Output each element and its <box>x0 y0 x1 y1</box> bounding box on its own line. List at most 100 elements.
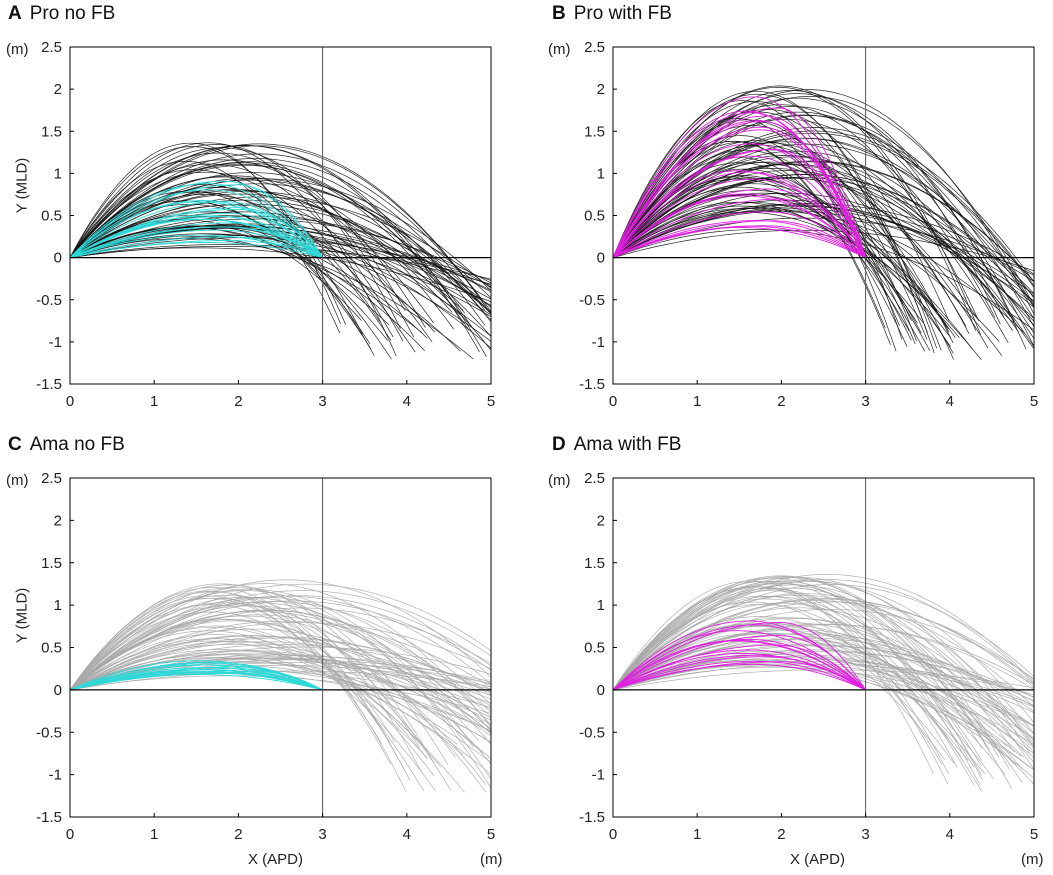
x-unit-label-right: (m) <box>1021 851 1044 868</box>
panel-a-x-tick-label: 3 <box>318 393 326 410</box>
panel-d-successful-trajectory <box>613 639 866 691</box>
panel-a-x-tick-label: 5 <box>487 393 495 410</box>
panel-c-unsuccessful-trajectory <box>70 650 491 737</box>
panel-c-y-tick-label: 1.5 <box>41 555 62 572</box>
panel-d-y-tick-label: 0.5 <box>584 640 605 657</box>
panel-c-label: C Ama no FB <box>8 434 125 456</box>
panel-b-plot: 0 1 2 3 4 5 2.5 2 1.5 1 0.5 0 -0.5 -1 -1.5 <box>579 39 1038 410</box>
panel-d-successful-trajectory <box>613 638 866 691</box>
panel-a-unsuccessful-trajectory <box>70 179 491 315</box>
panel-b-successful-trajectory <box>613 193 866 258</box>
panel-d-unsuccessful-trajectory <box>613 590 982 766</box>
panel-c-unsuccessful-trajectory <box>70 619 487 793</box>
panel-c-y-tick-label: 0.5 <box>41 640 62 657</box>
panel-c-y-tick-label: 2 <box>54 512 62 529</box>
panel-c-unsuccessful-trajectory <box>70 583 491 728</box>
panel-a-successful-trajectory <box>70 184 323 258</box>
panel-b-x-tick-label: 2 <box>777 393 785 410</box>
panel-d-unsuccessful-trajectory <box>613 577 1030 754</box>
panel-c-x-tick-label: 0 <box>66 826 74 843</box>
panel-c-unsuccessful-trajectory <box>70 601 491 705</box>
panel-c-unsuccessful-trajectory <box>70 618 424 747</box>
panel-c-unsuccessful-trajectory <box>70 602 491 746</box>
panel-c-x-tick-label: 2 <box>234 826 242 843</box>
y-unit-label-top-right: (m) <box>548 41 571 58</box>
panel-d-y-tick-label: 1 <box>597 597 605 614</box>
panel-b-y-tick-label: 0.5 <box>584 208 605 225</box>
panel-c-title: Ama no FB <box>29 434 125 455</box>
y-unit-label-bottom-right: (m) <box>548 472 571 489</box>
panel-a-x-tick-label: 1 <box>150 393 158 410</box>
panel-b-successful-trajectory <box>613 225 866 259</box>
panel-b-successful-trajectory <box>613 220 866 259</box>
panel-a-unsuccessful-trajectory <box>70 183 491 299</box>
panel-d-successful-trajectory <box>613 661 866 691</box>
panel-a-unsuccessful-trajectory <box>70 145 480 353</box>
panel-c-x-tick-label: 4 <box>403 826 411 843</box>
panel-d-y-tick-label: 0 <box>597 682 605 699</box>
panel-d-y-tick-label: -0.5 <box>579 724 605 741</box>
panel-d-unsuccessful-trajectory <box>613 617 1034 764</box>
panel-c-x-tick-label: 5 <box>487 826 495 843</box>
panel-d-unsuccessful-trajectory <box>613 656 1034 714</box>
panel-b-successful-trajectory <box>613 211 866 258</box>
panel-a-y-tick-label: 0 <box>54 250 62 267</box>
panel-b-title: Pro with FB <box>573 3 672 24</box>
panel-d-successful-trajectory <box>613 656 866 691</box>
panel-b-y-tick-label: 2 <box>597 81 605 98</box>
panel-b-unsuccessful-trajectory <box>613 177 954 354</box>
panel-c-y-tick-label: 2.5 <box>41 470 62 487</box>
panel-d-unsuccessful-trajectory <box>613 653 1034 727</box>
panel-a-letter: A <box>8 3 22 24</box>
panel-c-unsuccessful-trajectory <box>70 640 428 759</box>
panel-d-x-tick-label: 5 <box>1030 826 1038 843</box>
panel-a-unsuccessful-trajectory <box>70 153 491 312</box>
panel-c-unsuccessful-trajectory <box>70 605 479 742</box>
panel-c-unsuccessful-trajectory <box>70 635 491 727</box>
panel-c-unsuccessful-trajectory <box>70 657 491 776</box>
panel-a-title: Pro no FB <box>29 3 116 24</box>
panel-c-unsuccessful-trajectory <box>70 636 491 696</box>
panel-d-y-tick-label: 1.5 <box>584 555 605 572</box>
panel-b-unsuccessful-trajectory <box>613 150 1034 334</box>
panel-b-y-tick-label: -0.5 <box>579 292 605 309</box>
panel-b-successful-trajectory <box>613 195 866 258</box>
panel-a-y-tick-label: 2 <box>54 81 62 98</box>
panel-b-label: B Pro with FB <box>552 3 672 25</box>
panel-c-unsuccessful-trajectory <box>70 620 487 786</box>
panel-a-unsuccessful-trajectory <box>70 147 406 312</box>
panel-b-unsuccessful-trajectory <box>613 207 1000 342</box>
panel-c-unsuccessful-trajectory <box>70 649 458 745</box>
panel-a-unsuccessful-trajectory <box>70 238 474 360</box>
panel-a-successful-trajectory <box>70 201 323 258</box>
panel-b-x-tick-label: 3 <box>861 393 869 410</box>
panel-b-unsuccessful-trajectory <box>613 89 1034 316</box>
panel-c-unsuccessful-trajectory <box>70 584 435 764</box>
panel-c-unsuccessful-trajectory <box>70 590 491 691</box>
panel-d-successful-trajectory <box>613 660 866 691</box>
panel-a-unsuccessful-trajectory <box>70 164 465 314</box>
panel-d-trajectories <box>613 574 1034 792</box>
panel-c-unsuccessful-trajectory <box>70 604 391 743</box>
panel-d-unsuccessful-trajectory <box>613 584 1034 771</box>
panel-d-unsuccessful-trajectory <box>613 639 1034 727</box>
panel-c-unsuccessful-trajectory <box>70 583 423 773</box>
panel-b-unsuccessful-trajectory <box>613 115 1034 309</box>
panel-d-unsuccessful-trajectory <box>613 579 1034 748</box>
panel-d-unsuccessful-trajectory <box>613 623 1023 770</box>
panel-d-y-tick-label: -1.5 <box>579 809 605 826</box>
panel-a-x-tick-label: 4 <box>403 393 411 410</box>
panel-c-unsuccessful-trajectory <box>70 590 407 792</box>
panel-a-unsuccessful-trajectory <box>70 225 491 337</box>
panel-b-unsuccessful-trajectory <box>613 100 903 340</box>
panel-d-successful-trajectory <box>613 649 866 691</box>
panel-a-unsuccessful-trajectory <box>70 189 453 313</box>
panel-b-y-tick-label: 1 <box>597 165 605 182</box>
panel-c-successful-trajectory <box>70 671 323 691</box>
panel-c-successful-trajectory <box>70 660 323 691</box>
panel-b-y-tick-label: 1.5 <box>584 123 605 140</box>
panel-d-y-tick-label: 2 <box>597 512 605 529</box>
panel-d-unsuccessful-trajectory <box>613 577 983 780</box>
panel-a-unsuccessful-trajectory <box>70 159 426 328</box>
panel-c-unsuccessful-trajectory <box>70 670 491 691</box>
